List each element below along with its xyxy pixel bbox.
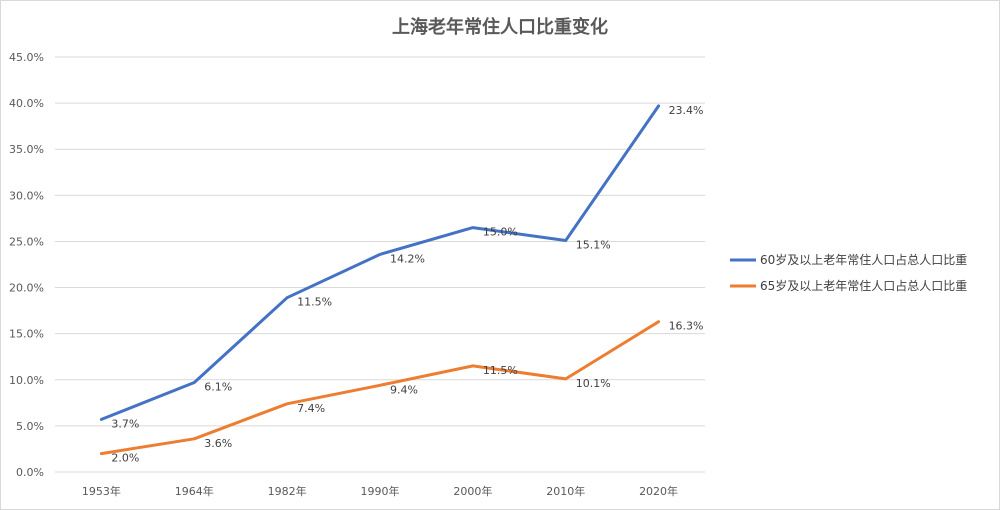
series-line-2 — [99, 320, 661, 456]
data-label: 3.7% — [111, 417, 139, 430]
x-tick-label: 2020年 — [639, 484, 678, 498]
y-tick-label: 45.0% — [9, 51, 44, 64]
data-label: 7.4% — [297, 402, 325, 415]
data-label: 9.4% — [390, 383, 418, 396]
data-label: 11.5% — [483, 364, 518, 377]
series-line-1 — [99, 104, 661, 421]
data-label: 14.2% — [390, 252, 425, 265]
data-label: 15.0% — [483, 226, 518, 239]
data-labels: 3.7% 6.1% 11.5% 14.2% 15.0% 15.1% 23.4% 2.0% 3.6… — [111, 104, 703, 465]
data-label: 16.3% — [669, 320, 704, 333]
data-label: 11.5% — [297, 296, 332, 309]
data-label: 3.6% — [204, 437, 232, 450]
data-label: 2.0% — [111, 452, 139, 465]
y-tick-label: 0.0% — [16, 466, 44, 479]
legend: 60岁及以上老年常住人口占总人口比重 65岁及以上老年常住人口占总人口比重 — [730, 252, 967, 293]
y-tick-label: 40.0% — [9, 97, 44, 110]
data-label: 6.1% — [204, 381, 232, 394]
x-tick-label: 1982年 — [268, 484, 307, 498]
legend-label: 60岁及以上老年常住人口占总人口比重 — [760, 252, 967, 267]
y-tick-label: 5.0% — [16, 420, 44, 433]
data-label: 23.4% — [669, 104, 704, 117]
data-label: 10.1% — [576, 377, 611, 390]
x-axis-ticks: 1953年 1964年 1982年 1990年 2000年 2010年 2020年 — [82, 484, 678, 498]
x-tick-label: 1964年 — [175, 484, 214, 498]
y-tick-label: 35.0% — [9, 143, 44, 156]
y-tick-label: 15.0% — [9, 328, 44, 341]
data-label: 15.1% — [576, 239, 611, 252]
series-lines — [99, 104, 661, 456]
x-tick-label: 1990年 — [361, 484, 400, 498]
y-tick-label: 20.0% — [9, 282, 44, 295]
chart-title: 上海老年常住人口比重变化 — [392, 16, 608, 38]
x-tick-label: 2010年 — [546, 484, 585, 498]
x-tick-label: 1953年 — [82, 484, 121, 498]
x-tick-label: 2000年 — [453, 484, 492, 498]
y-tick-label: 30.0% — [9, 189, 44, 202]
y-tick-label: 10.0% — [9, 374, 44, 387]
legend-label: 65岁及以上老年常住人口占总人口比重 — [760, 278, 967, 293]
grid-lines — [55, 56, 705, 473]
y-tick-label: 25.0% — [9, 235, 44, 248]
y-axis-ticks: 0.0% 5.0% 10.0% 15.0% 20.0% 25.0% 30.0% 35.0% 40… — [9, 51, 44, 479]
